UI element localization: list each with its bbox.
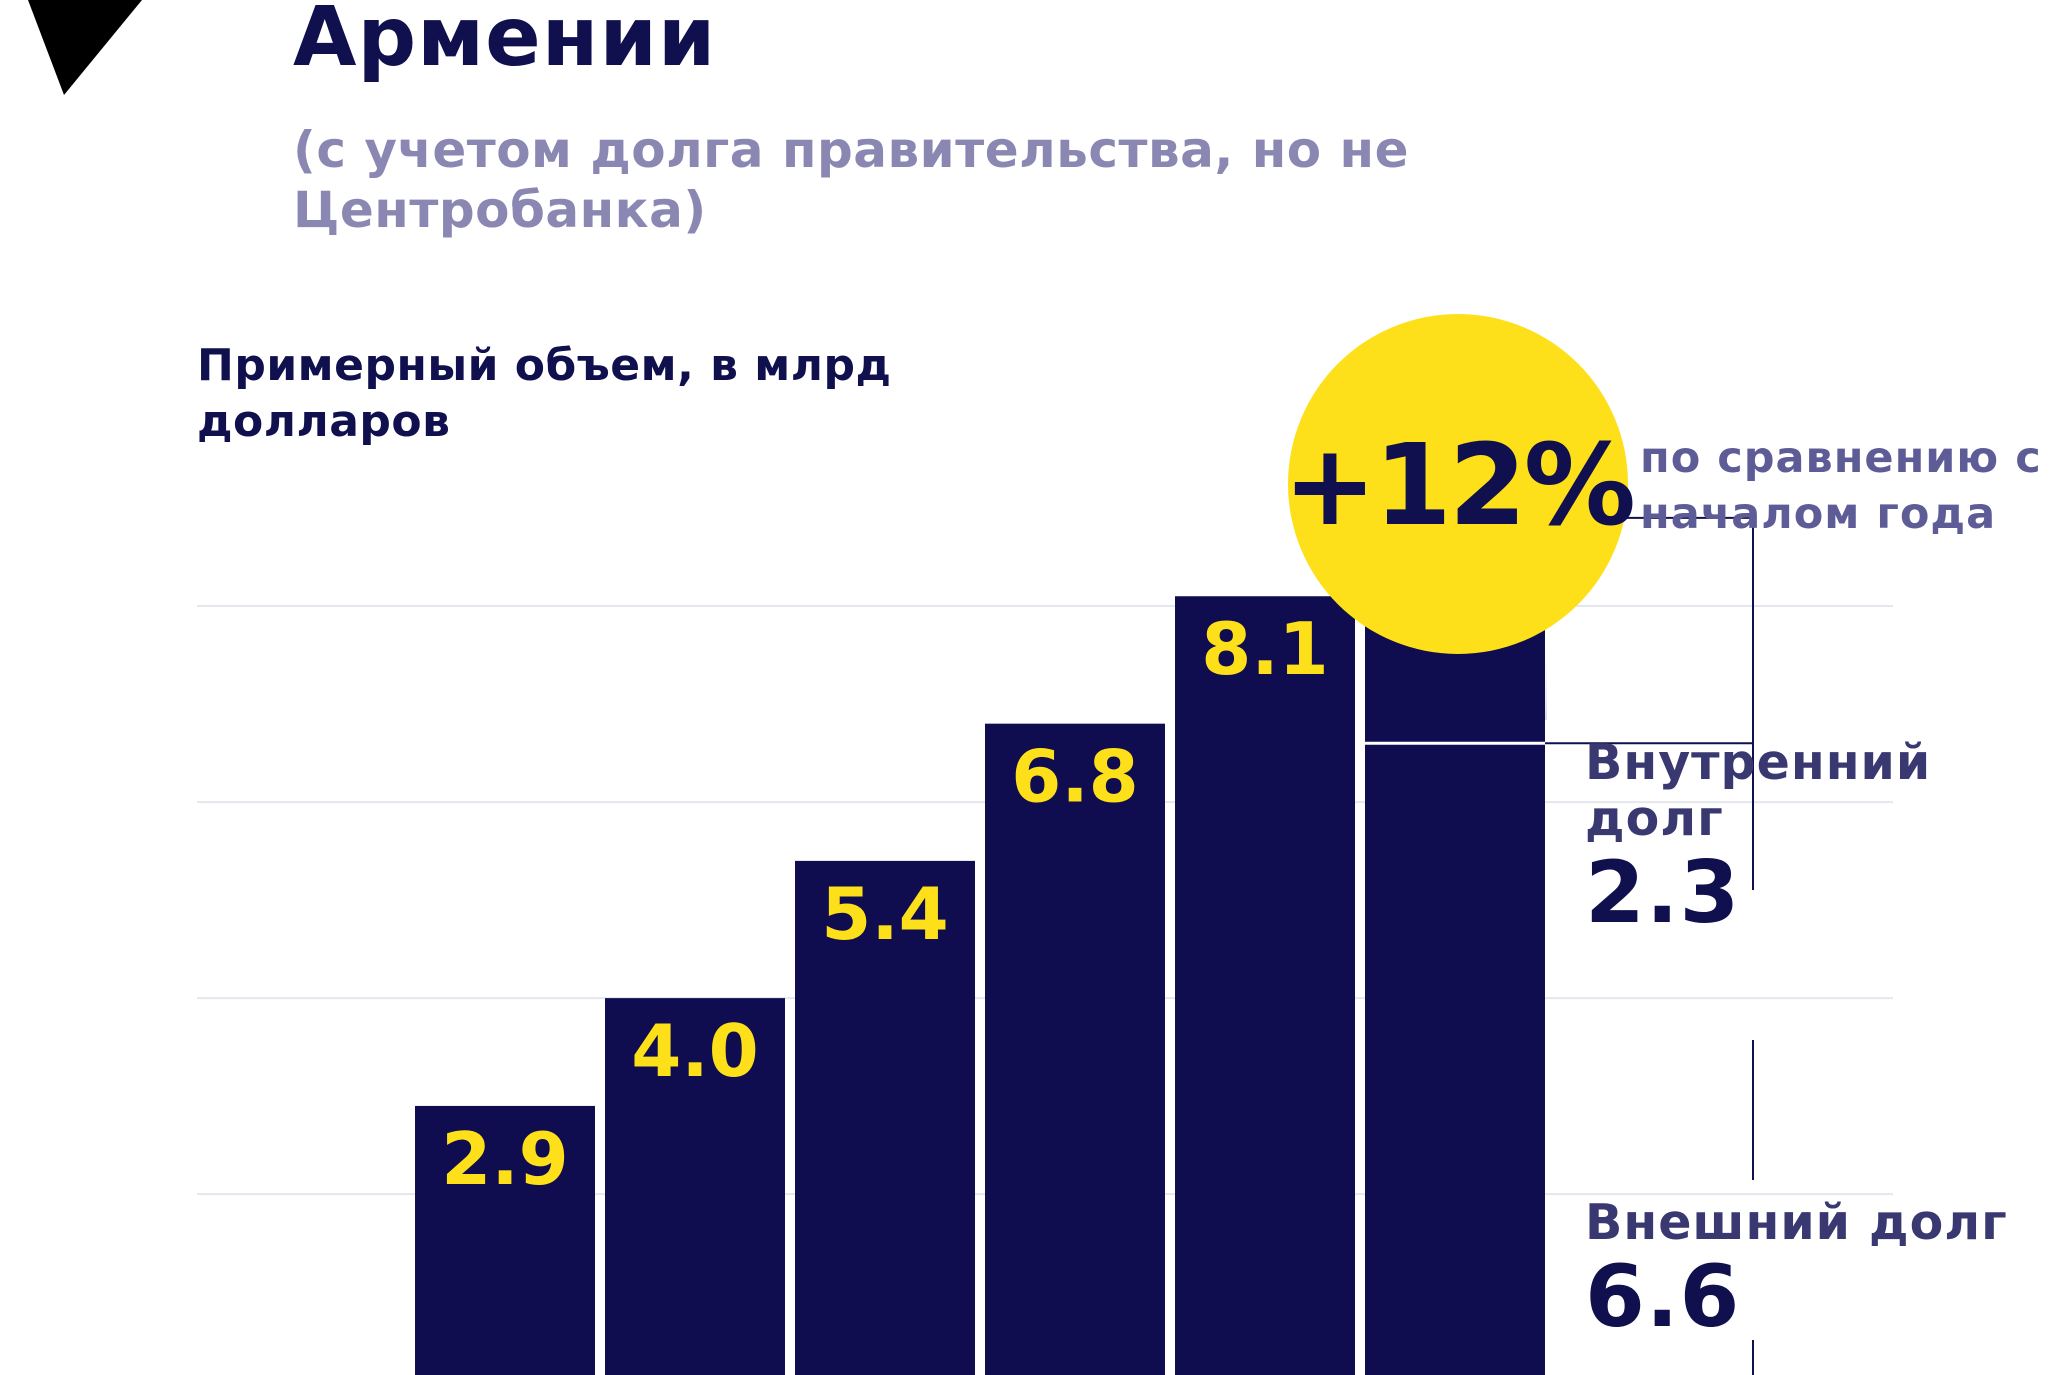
bar-value-label-0: 2.9 xyxy=(441,1117,569,1201)
bar-value-label-2: 5.4 xyxy=(821,872,949,956)
growth-badge-description: по сравнению с началом года xyxy=(1640,433,2042,539)
bars-layer: 2.94.05.46.88.18.9 xyxy=(415,517,1545,1375)
bar-value-label-3: 6.8 xyxy=(1011,735,1139,819)
internal-debt-value: 2.3 xyxy=(1585,843,1741,943)
bar-5 xyxy=(1365,517,1545,1375)
growth-badge-value: +12% xyxy=(1283,421,1633,551)
internal-debt-title: Внутренний долг xyxy=(1585,734,1932,847)
external-debt-title: Внешний долг xyxy=(1585,1194,2008,1251)
growth-badge: +12% xyxy=(1283,314,1636,654)
internal-debt-label: Внутренний долг 2.3 xyxy=(1585,734,2005,943)
bar-value-label-1: 4.0 xyxy=(631,1009,759,1093)
page-title: Армении xyxy=(293,0,717,85)
page-subtitle: (с учетом долга правительства, но не Цен… xyxy=(293,121,1409,239)
external-debt-value: 6.6 xyxy=(1585,1247,1741,1347)
brand-triangle-icon xyxy=(28,0,142,95)
bar-0 xyxy=(415,1105,595,1375)
growth-badge-circle xyxy=(1288,314,1628,654)
bar-3 xyxy=(985,723,1165,1375)
bar-value-label-4: 8.1 xyxy=(1201,607,1329,691)
bar-4 xyxy=(1175,596,1355,1375)
bar-2 xyxy=(795,860,975,1375)
axis-unit-label: Примерный объем, в млрд долларов xyxy=(197,340,892,447)
external-debt-label: Внешний долг 6.6 xyxy=(1585,1194,2008,1347)
bar-1 xyxy=(605,998,785,1375)
